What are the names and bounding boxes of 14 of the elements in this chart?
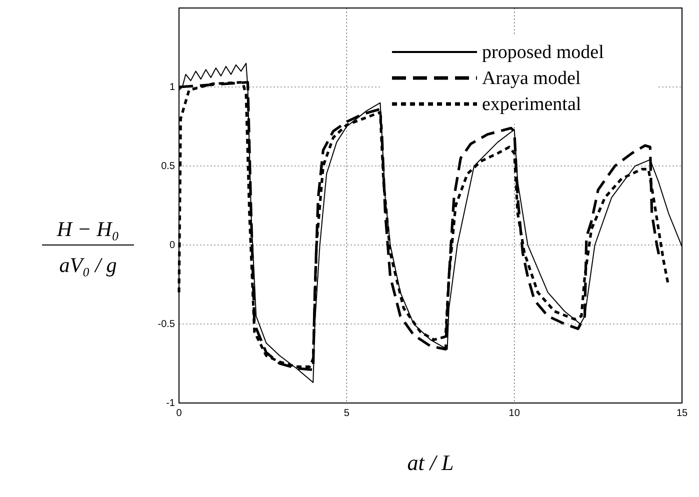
legend-label: experimental bbox=[482, 94, 582, 115]
y-tick-label: 0.5 bbox=[161, 161, 176, 172]
x-axis-title: at / L bbox=[407, 450, 454, 475]
x-tick-label: 10 bbox=[508, 408, 520, 419]
y-axis-title: H − H₀ aV₀ / g bbox=[56, 217, 120, 277]
x-tick-label: 5 bbox=[344, 408, 350, 419]
y-tick-label: 1 bbox=[169, 82, 176, 93]
x-tick-label: 0 bbox=[176, 408, 182, 419]
legend-label: Araya model bbox=[482, 68, 581, 89]
x-tick-label: 15 bbox=[676, 408, 688, 419]
legend-label: proposed model bbox=[482, 42, 604, 63]
y-tick-label: -1 bbox=[166, 398, 176, 409]
y-tick-label: -0.5 bbox=[158, 319, 176, 330]
y-tick-label: 0 bbox=[169, 240, 176, 251]
